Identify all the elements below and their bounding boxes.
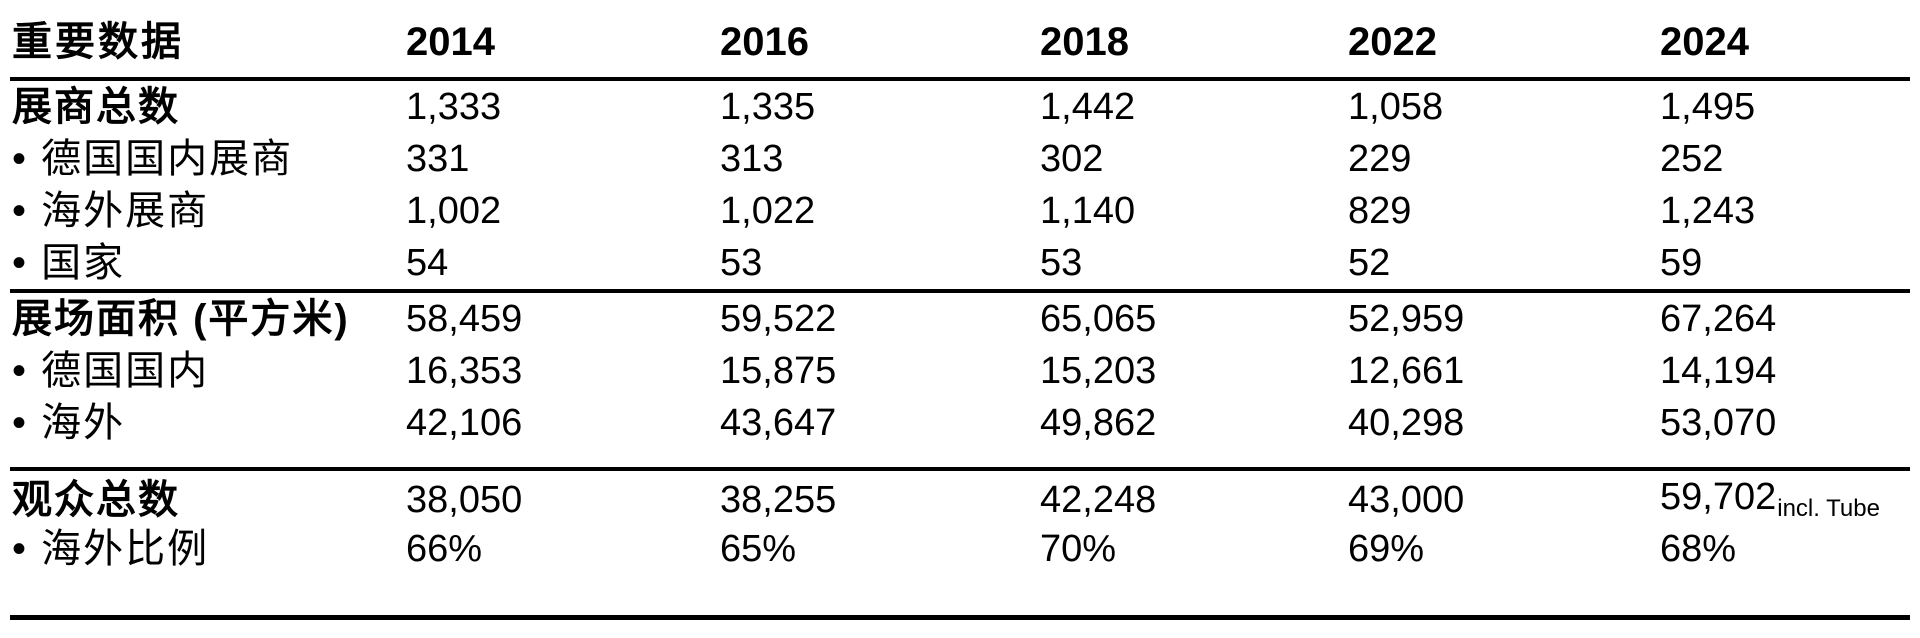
- value-cell: 54: [406, 242, 449, 284]
- year-column-header-2018: 2018: [1040, 20, 1129, 64]
- value-cell: 229: [1348, 138, 1412, 180]
- value-cell: 53,070: [1660, 402, 1777, 444]
- row-label: 展场面积 (平方米): [12, 297, 350, 341]
- value-cell: 53: [720, 242, 763, 284]
- row-label: • 海外: [12, 401, 126, 445]
- value-cell: 43,000: [1348, 478, 1465, 521]
- table-section: 展场面积 (平方米) 58,459 59,522 65,065 52,959 67,264…: [10, 293, 1910, 471]
- value-cell: 1,442: [1040, 86, 1136, 128]
- year-column-header-2014: 2014: [406, 20, 495, 64]
- value-cell: 16,353: [406, 350, 523, 392]
- row-label: • 海外比例: [12, 527, 210, 571]
- value-cell: 68%: [1660, 528, 1737, 570]
- value-cell: 69%: [1348, 528, 1425, 570]
- value-cell: 58,459: [406, 298, 523, 340]
- value-cell: 65%: [720, 528, 797, 570]
- value-cell: 67,264: [1660, 298, 1777, 340]
- value-cell: 59,522: [720, 298, 837, 340]
- value-cell: 38,050: [406, 478, 523, 521]
- value-cell: 1,022: [720, 190, 816, 232]
- value-cell: 42,106: [406, 402, 523, 444]
- table-row: • 海外 42,106 43,647 49,862 40,298 53,070: [10, 397, 1910, 449]
- year-column-header-2022: 2022: [1348, 20, 1437, 64]
- value-cell: 42,248: [1040, 478, 1157, 521]
- value-cell: 52,959: [1348, 298, 1465, 340]
- row-label: • 德国国内展商: [12, 137, 294, 181]
- value-cell: 313: [720, 138, 784, 180]
- value-cell: 59: [1660, 242, 1703, 284]
- row-label: 展商总数: [12, 85, 180, 129]
- value-cell: 66%: [406, 528, 483, 570]
- value-cell: 70%: [1040, 528, 1117, 570]
- value-cell: 1,495: [1660, 86, 1756, 128]
- value-cell: 12,661: [1348, 350, 1465, 392]
- table-row: 观众总数 38,050 38,255 42,248 43,000 59,702incl. …: [10, 471, 1910, 523]
- value-cell: 252: [1660, 138, 1724, 180]
- value-cell: 331: [406, 138, 470, 180]
- row-label: • 德国国内: [12, 349, 210, 393]
- table-section: 观众总数 38,050 38,255 42,248 43,000 59,702incl. …: [10, 471, 1910, 620]
- year-column-header-2024: 2024: [1660, 20, 1749, 64]
- table-row: • 海外展商 1,002 1,022 1,140 829 1,243: [10, 185, 1910, 237]
- value-cell: 15,875: [720, 350, 837, 392]
- table-title: 重要数据: [12, 20, 184, 64]
- value-cell: 1,140: [1040, 190, 1136, 232]
- table-row: • 国家 54 53 53 52 59: [10, 237, 1910, 289]
- value-cell: 14,194: [1660, 350, 1777, 392]
- value-cell: 38,255: [720, 478, 837, 521]
- table-row: • 德国国内展商 331 313 302 229 252: [10, 133, 1910, 185]
- table-row: • 海外比例 66% 65% 70% 69% 68%: [10, 523, 1910, 575]
- value-cell: 829: [1348, 190, 1412, 232]
- value-cell: 59,702incl. Tube: [1660, 476, 1880, 522]
- value-cell: 53: [1040, 242, 1083, 284]
- row-label: • 海外展商: [12, 189, 210, 233]
- value-cell: 1,243: [1660, 190, 1756, 232]
- value-cell: 43,647: [720, 402, 837, 444]
- table-row: 展场面积 (平方米) 58,459 59,522 65,065 52,959 67,264: [10, 293, 1910, 345]
- row-label: • 国家: [12, 241, 126, 285]
- incl-tube-note: incl. Tube: [1777, 495, 1880, 522]
- value-cell: 302: [1040, 138, 1104, 180]
- value-cell: 1,335: [720, 86, 816, 128]
- value-cell: 1,333: [406, 86, 502, 128]
- year-column-header-2016: 2016: [720, 20, 809, 64]
- value-cell: 52: [1348, 242, 1391, 284]
- value-cell: 1,058: [1348, 86, 1444, 128]
- value-cell: 40,298: [1348, 402, 1465, 444]
- table-row: • 德国国内 16,353 15,875 15,203 12,661 14,194: [10, 345, 1910, 397]
- row-label: 观众总数: [12, 477, 180, 522]
- value-cell: 65,065: [1040, 298, 1157, 340]
- value-cell: 15,203: [1040, 350, 1157, 392]
- value-cell: 1,002: [406, 190, 502, 232]
- table-section: 展商总数 1,333 1,335 1,442 1,058 1,495 • 德国国内展商 331…: [10, 81, 1910, 293]
- table-row: 展商总数 1,333 1,335 1,442 1,058 1,495: [10, 81, 1910, 133]
- key-data-table: 重要数据 2014 2016 2018 2022 2024 展商总数 1,333 1…: [10, 0, 1910, 620]
- table-body: 展商总数 1,333 1,335 1,442 1,058 1,495 • 德国国内展商 331…: [10, 81, 1910, 620]
- value-cell: 49,862: [1040, 402, 1157, 444]
- table-header-row: 重要数据 2014 2016 2018 2022 2024: [10, 0, 1910, 81]
